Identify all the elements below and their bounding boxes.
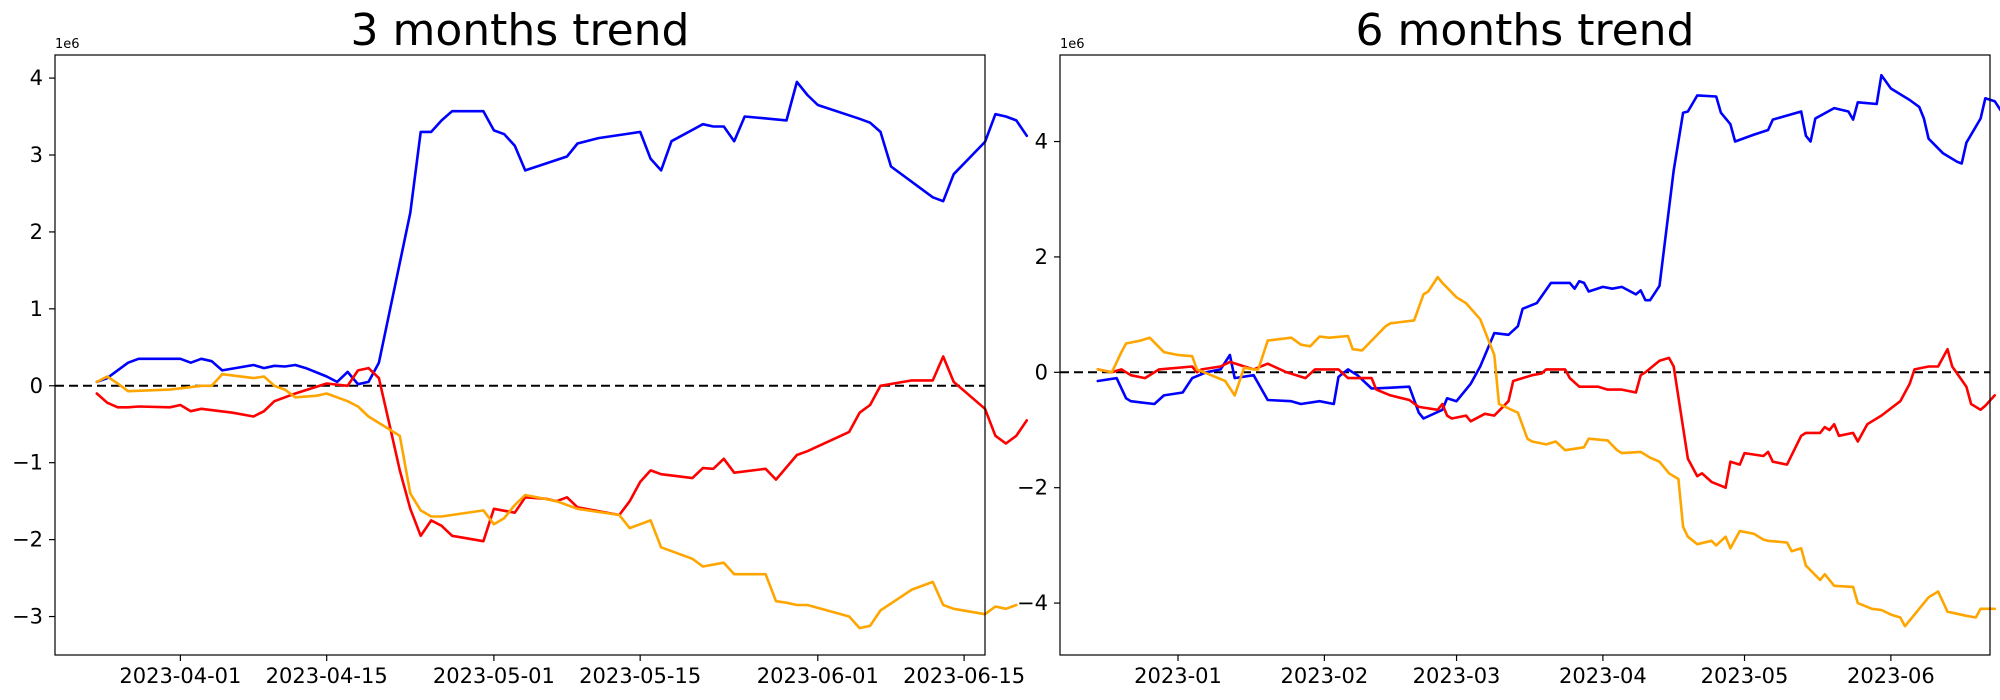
chart-title: 6 months trend — [1356, 5, 1695, 56]
y-offset-label: 1e6 — [55, 37, 80, 52]
y-tick-label: 0 — [30, 374, 43, 398]
y-tick-label: 3 — [30, 143, 43, 167]
y-offset-label: 1e6 — [1060, 37, 1085, 52]
x-tick-label: 2023-04-15 — [266, 664, 388, 688]
y-tick-label: −2 — [12, 528, 43, 552]
chart-3-months: 3 months trend −3 −2 −1 0 1 2 3 4 1e6 2023-04-01 20… — [12, 5, 1029, 688]
series-line-3 — [95, 372, 1018, 630]
x-tick-label: 2023-05-01 — [433, 664, 555, 688]
x-tick-label: 2023-05-15 — [579, 664, 701, 688]
chart-6-months: 6 months trend −4 −2 0 2 4 1e6 2023-01 2023-02 20… — [1017, 5, 2000, 688]
chart-title: 3 months trend — [351, 5, 690, 56]
x-tick-label: 2023-02 — [1280, 664, 1368, 688]
plot-frame — [54, 54, 986, 656]
y-tick-label: 0 — [1035, 360, 1048, 384]
x-tick-label: 2023-04-01 — [119, 664, 241, 688]
series-line-1 — [95, 80, 1029, 386]
y-tick-label: 4 — [30, 66, 43, 90]
x-tick-label: 2023-06 — [1847, 664, 1935, 688]
y-tick-label: −2 — [1017, 476, 1048, 500]
series-line-3 — [1096, 275, 1996, 628]
x-tick-label: 2023-04 — [1559, 664, 1647, 688]
y-tick-label: 2 — [30, 220, 43, 244]
series-line-1 — [1096, 73, 2000, 420]
y-tick-label: 2 — [1035, 245, 1048, 269]
x-tick-label: 2023-03 — [1413, 664, 1501, 688]
x-tick-label: 2023-06-01 — [757, 664, 879, 688]
x-tick-label: 2023-01 — [1134, 664, 1222, 688]
y-tick-label: 4 — [1035, 130, 1048, 154]
y-tick-label: −1 — [12, 451, 43, 475]
y-tick-label: −4 — [1017, 591, 1048, 615]
y-tick-label: 1 — [30, 297, 43, 321]
y-tick-label: −3 — [12, 605, 43, 629]
series-line-2 — [95, 355, 1029, 543]
plot-frame — [1059, 54, 1991, 656]
x-tick-label: 2023-05 — [1701, 664, 1789, 688]
x-tick-label: 2023-06-15 — [903, 664, 1025, 688]
series-line-2 — [1096, 347, 1996, 489]
